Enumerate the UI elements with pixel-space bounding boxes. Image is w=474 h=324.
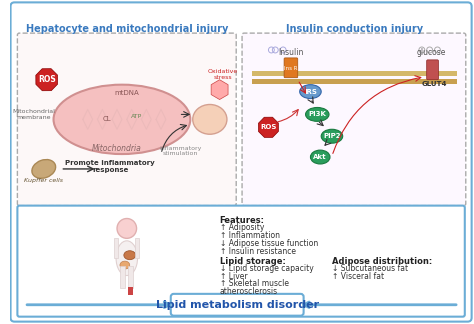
Bar xyxy=(128,287,133,295)
Text: ATP: ATP xyxy=(131,114,142,119)
Text: Features:: Features: xyxy=(219,216,264,225)
Text: Lipid storage:: Lipid storage: xyxy=(219,257,285,266)
Circle shape xyxy=(117,218,137,238)
Ellipse shape xyxy=(120,261,130,269)
Text: Oxidative
stress: Oxidative stress xyxy=(208,69,237,80)
Ellipse shape xyxy=(116,241,137,275)
Ellipse shape xyxy=(300,85,321,98)
Text: ↑ Liver: ↑ Liver xyxy=(219,272,247,281)
Text: ↓ Lipid storage capacity: ↓ Lipid storage capacity xyxy=(219,264,313,272)
Text: IRS: IRS xyxy=(304,88,317,95)
FancyBboxPatch shape xyxy=(18,206,465,317)
Text: ↓ Subcutaneous fat: ↓ Subcutaneous fat xyxy=(332,264,408,272)
Text: atherosclerosis: atherosclerosis xyxy=(219,287,278,296)
Text: Mitochondria: Mitochondria xyxy=(92,144,142,153)
Bar xyxy=(128,266,133,288)
Bar xyxy=(252,79,457,84)
FancyBboxPatch shape xyxy=(171,294,304,316)
FancyBboxPatch shape xyxy=(242,33,466,206)
Text: ↑ Visceral fat: ↑ Visceral fat xyxy=(332,272,384,281)
Ellipse shape xyxy=(321,129,343,143)
Text: ROS: ROS xyxy=(38,75,55,84)
Text: Lipid metabolism disorder: Lipid metabolism disorder xyxy=(155,300,319,310)
Ellipse shape xyxy=(54,85,190,154)
Text: ↑ Adiposity: ↑ Adiposity xyxy=(219,223,264,232)
FancyBboxPatch shape xyxy=(427,60,438,80)
Text: Kupffer cells: Kupffer cells xyxy=(24,178,63,183)
Bar xyxy=(252,71,457,76)
Ellipse shape xyxy=(306,108,329,122)
Text: ↑ Inflammation: ↑ Inflammation xyxy=(219,231,280,240)
FancyBboxPatch shape xyxy=(284,58,298,78)
Text: mtDNA: mtDNA xyxy=(114,90,139,96)
Ellipse shape xyxy=(124,251,136,260)
Bar xyxy=(120,266,125,288)
Ellipse shape xyxy=(32,159,55,178)
FancyBboxPatch shape xyxy=(10,2,472,322)
Bar xyxy=(114,238,118,258)
Text: GLUT4: GLUT4 xyxy=(422,81,447,87)
FancyBboxPatch shape xyxy=(18,33,236,206)
Text: ↑ Skeletal muscle: ↑ Skeletal muscle xyxy=(219,279,289,288)
Text: ↑ Insulin resistance: ↑ Insulin resistance xyxy=(219,247,296,256)
Bar xyxy=(135,238,138,258)
Text: Insulin conduction injury: Insulin conduction injury xyxy=(286,24,423,34)
Text: Insulin: Insulin xyxy=(278,49,304,57)
Ellipse shape xyxy=(310,150,330,164)
Text: PIP2: PIP2 xyxy=(323,133,341,139)
Ellipse shape xyxy=(193,105,227,134)
Text: ↓ Adipose tissue function: ↓ Adipose tissue function xyxy=(219,239,318,248)
Text: Hepatocyte and mitochondrial injury: Hepatocyte and mitochondrial injury xyxy=(26,24,228,34)
Text: Mitochondrial
membrane: Mitochondrial membrane xyxy=(12,109,55,120)
Text: CL: CL xyxy=(103,116,111,122)
Text: Promote inflammatory
response: Promote inflammatory response xyxy=(65,160,155,173)
Text: PI3K: PI3K xyxy=(309,111,326,117)
Text: inflammatory
stimulation: inflammatory stimulation xyxy=(159,146,202,156)
Text: Adipose distribution:: Adipose distribution: xyxy=(332,257,432,266)
Text: ROS: ROS xyxy=(260,124,277,130)
Text: Akt: Akt xyxy=(313,154,327,160)
Text: Ins R: Ins R xyxy=(284,66,298,71)
Text: glucose: glucose xyxy=(417,49,446,57)
